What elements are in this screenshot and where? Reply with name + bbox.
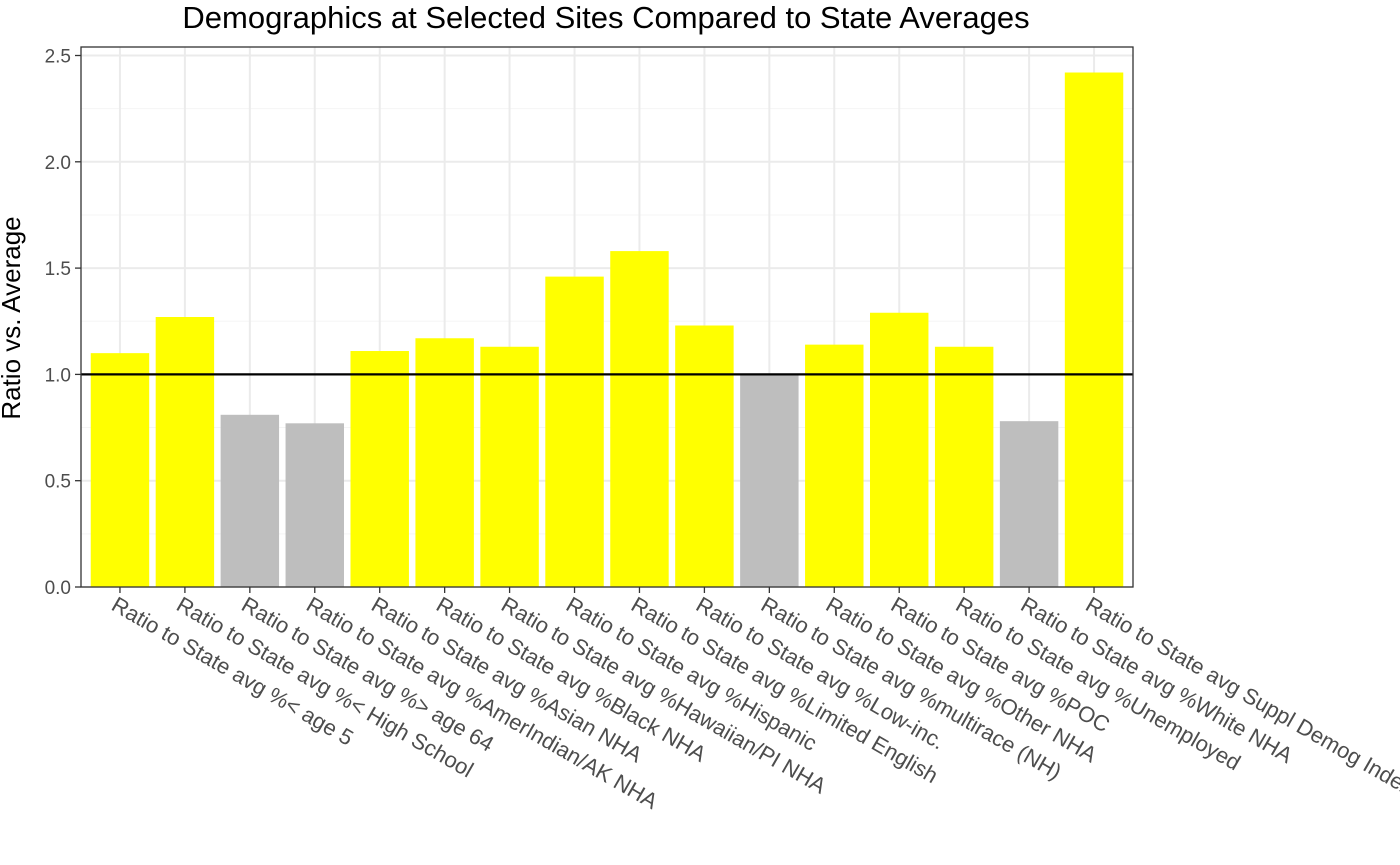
y-tick-label: 1.5 [45, 259, 71, 280]
chart-title: Demographics at Selected Sites Compared … [182, 0, 1029, 35]
y-tick-label: 0.0 [45, 578, 71, 599]
bar [480, 346, 539, 587]
bar [90, 353, 150, 587]
y-tick-label: 1.0 [45, 365, 71, 386]
bar [155, 317, 215, 587]
bar [740, 374, 799, 587]
bar [350, 351, 409, 587]
bar [934, 346, 994, 587]
bar [675, 325, 734, 587]
bar [805, 344, 864, 587]
y-axis: 0.0 0.5 1.0 1.5 2.0 2.5 [45, 47, 81, 599]
bar [285, 423, 344, 587]
bar [415, 338, 474, 587]
bars [90, 72, 1124, 587]
bar [870, 312, 929, 587]
bar [545, 276, 604, 587]
y-tick-label: 0.5 [45, 472, 71, 493]
bar [610, 251, 669, 587]
bar [999, 421, 1059, 587]
panel-border [80, 46, 1134, 588]
y-axis-label: Ratio vs. Average [0, 216, 26, 419]
y-tick-label: 2.0 [45, 153, 71, 174]
bar [1064, 72, 1124, 587]
y-tick-label: 2.5 [45, 47, 71, 68]
bar [220, 414, 280, 587]
